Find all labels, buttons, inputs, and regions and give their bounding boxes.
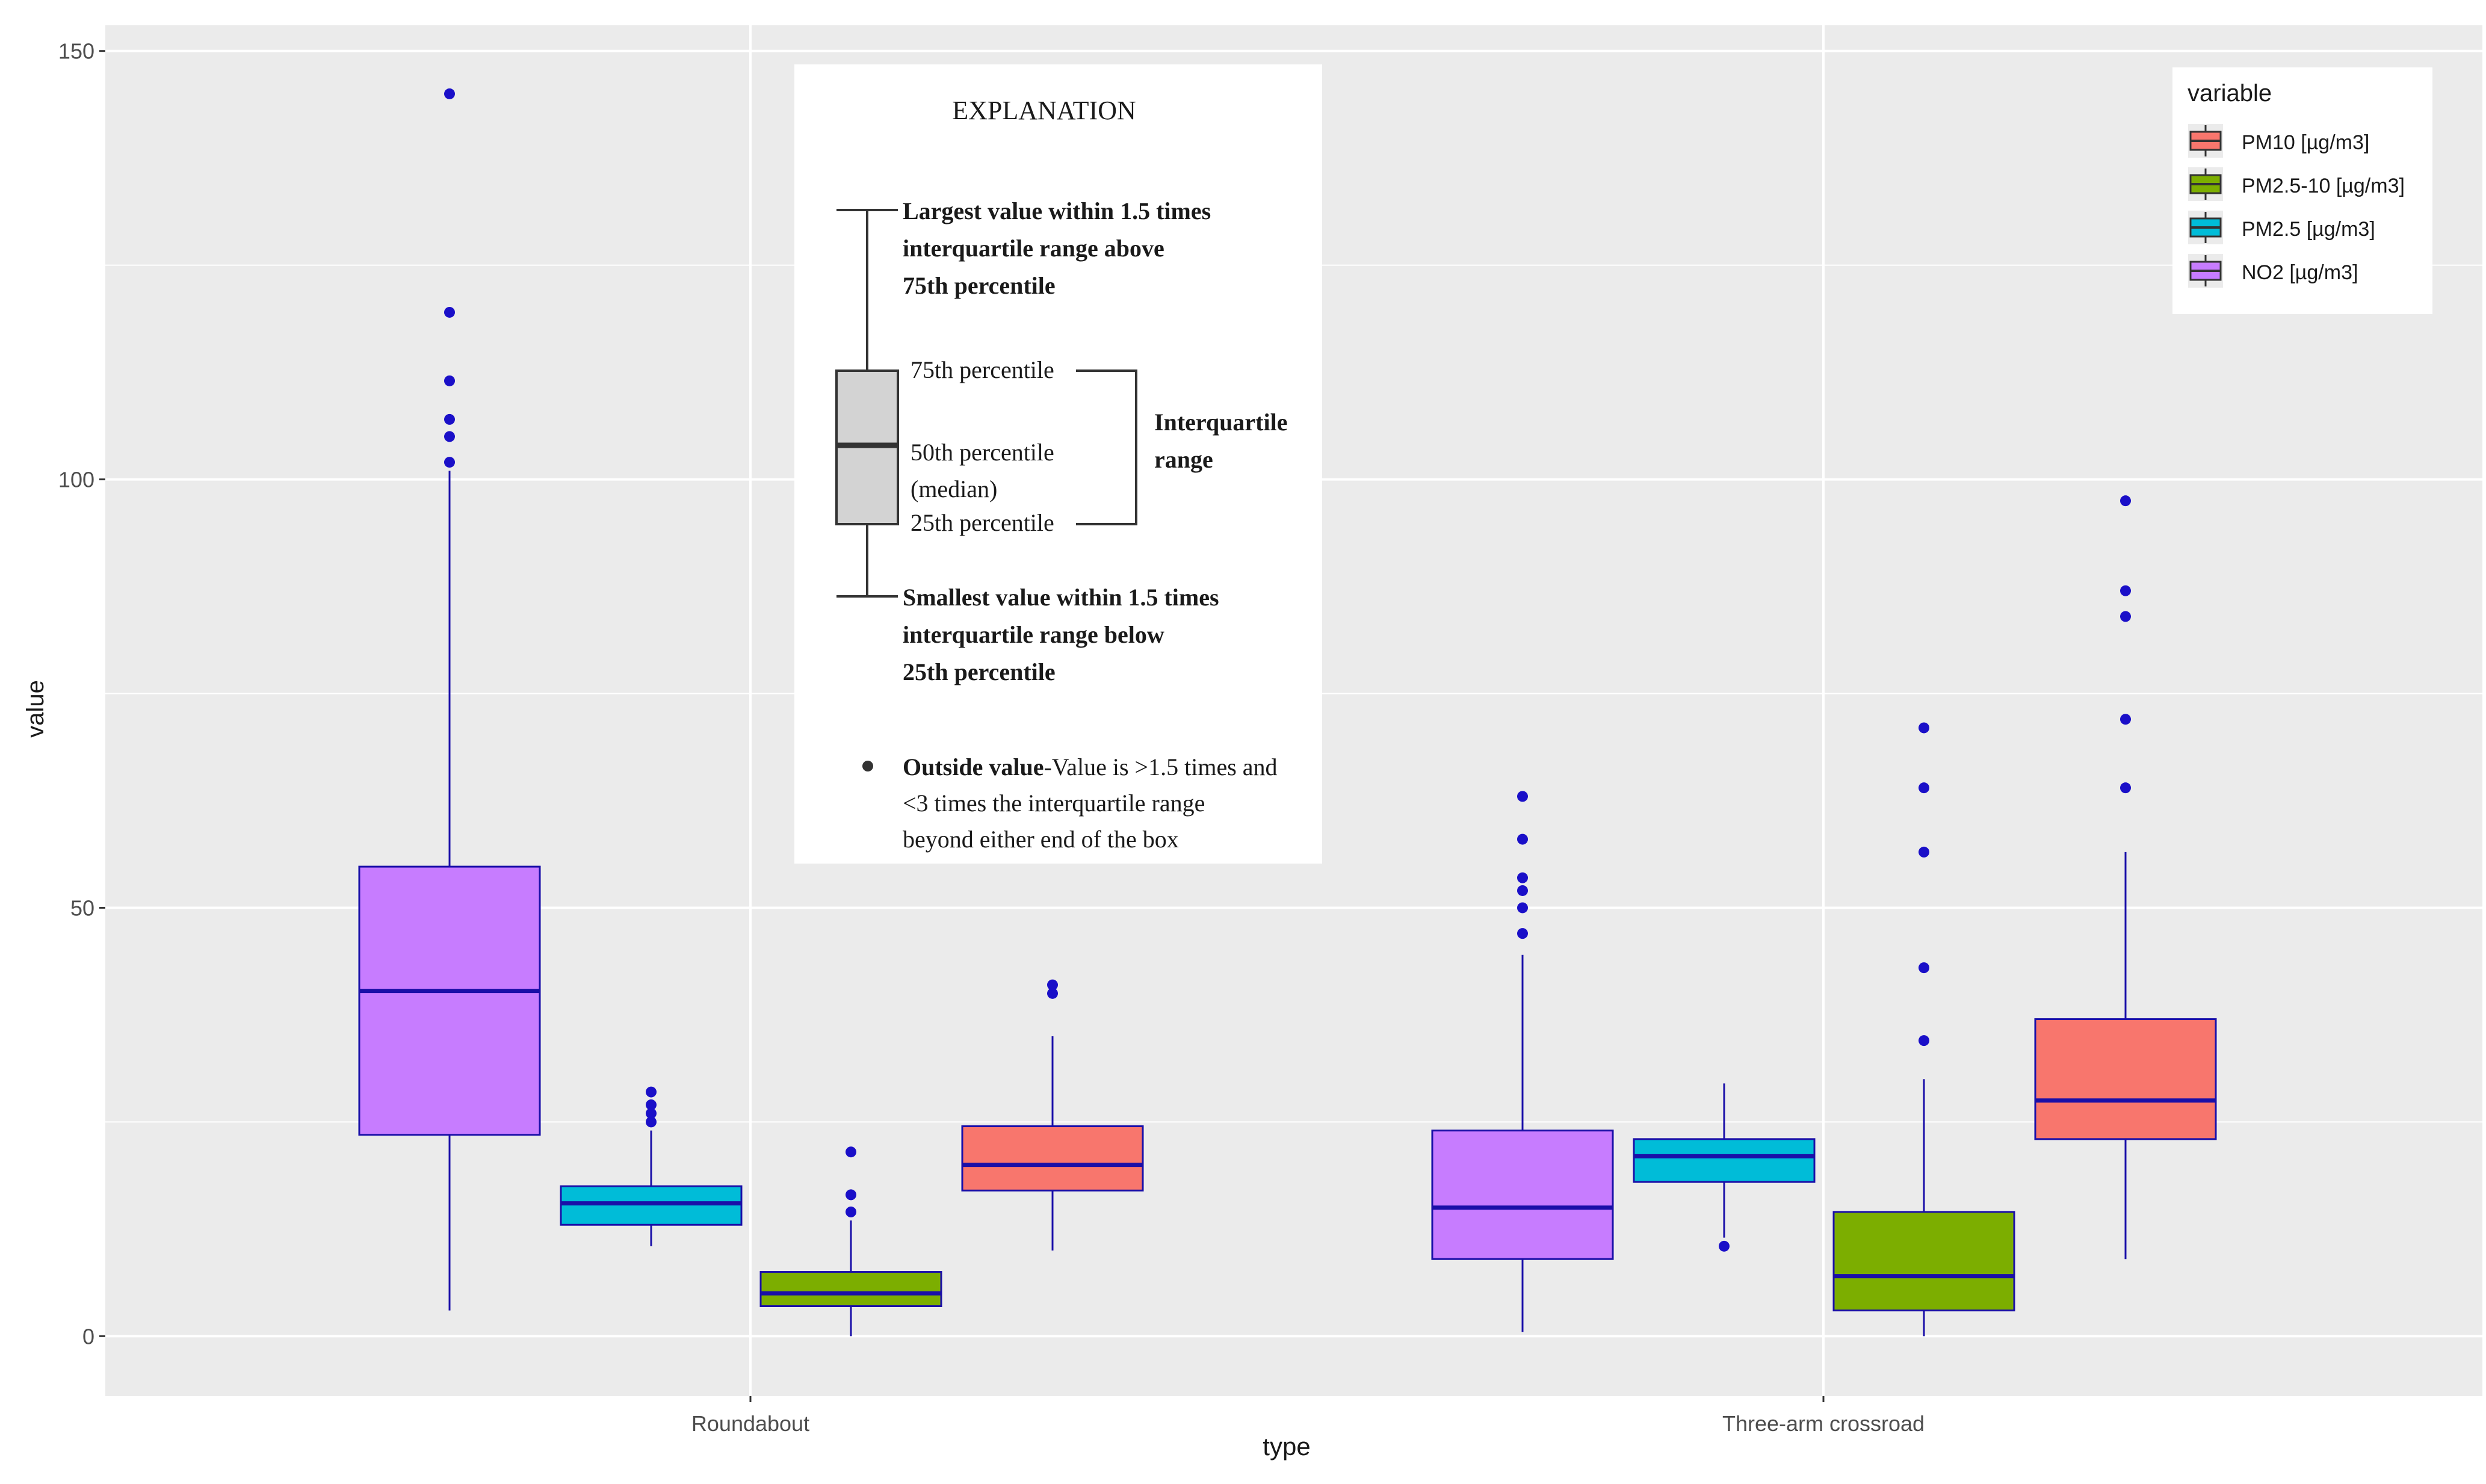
outlier-point <box>1517 872 1528 883</box>
y-axis-title: value <box>22 680 49 738</box>
box-pm10-roundabout <box>961 979 1144 1251</box>
legend-title: variable <box>2188 80 2272 107</box>
box-pm25-three-arm-crossroad <box>1633 1083 1816 1252</box>
outlier-point <box>1919 1035 1929 1047</box>
iqr-line-1: Interquartile <box>1154 409 1287 436</box>
outlier-point <box>1047 979 1058 991</box>
iqr-box <box>560 1185 743 1226</box>
outlier-point <box>2120 611 2131 622</box>
outlier-point <box>1919 722 1929 734</box>
outlier-point <box>646 1108 657 1119</box>
outlier-point <box>1517 791 1528 802</box>
outlier-point <box>2120 495 2131 507</box>
iqr-box <box>961 1125 1144 1192</box>
outlier-point <box>444 431 455 442</box>
sample-outlier-dot <box>862 761 873 771</box>
legend: variable PM10 [µg/m3] PM2.5-10 [µg/m3] PM2… <box>2172 67 2432 314</box>
largest-line-2: interquartile range above <box>903 235 1164 262</box>
explanation-panel: EXPLANATION Largest value within 1.5 tim… <box>794 64 1322 864</box>
label-25th: 25th percentile <box>911 509 1054 536</box>
x-axis: Roundabout Three-arm crossroad <box>691 1396 1925 1436</box>
outlier-point <box>2120 714 2131 725</box>
smallest-line-3: 25th percentile <box>903 658 1056 685</box>
smallest-line-2: interquartile range below <box>903 621 1164 648</box>
outside-line-2: <3 times the interquartile range <box>903 790 1205 817</box>
outlier-point <box>1919 846 1929 858</box>
legend-label: PM2.5 [µg/m3] <box>2242 218 2375 241</box>
outside-line-1: Outside value-Value is >1.5 times and <box>903 753 1278 781</box>
explanation-title: EXPLANATION <box>952 96 1136 125</box>
box-pm2510-roundabout <box>759 1146 942 1337</box>
x-tick-label: Three-arm crossroad <box>1722 1411 1925 1436</box>
outlier-point <box>646 1086 657 1098</box>
outlier-point <box>444 306 455 318</box>
iqr-box <box>2034 1018 2217 1140</box>
outlier-point <box>444 88 455 99</box>
outlier-point <box>444 457 455 468</box>
legend-item: PM2.5 [µg/m3] <box>2188 211 2375 244</box>
box-no2-roundabout <box>358 88 541 1311</box>
outlier-point <box>2120 782 2131 794</box>
outlier-point <box>1517 885 1528 896</box>
smallest-line-1: Smallest value within 1.5 times <box>903 584 1219 611</box>
outlier-point <box>846 1146 856 1158</box>
box-pm2510-three-arm-crossroad <box>1832 722 2015 1337</box>
label-75th: 75th percentile <box>911 356 1054 383</box>
label-median: (median) <box>911 475 997 502</box>
iqr-bracket <box>1076 369 1137 525</box>
outlier-point <box>444 375 455 386</box>
outlier-point <box>1919 782 1929 794</box>
outlier-point <box>1517 902 1528 914</box>
outlier-point <box>444 413 455 425</box>
legend-label: PM2.5-10 [µg/m3] <box>2242 175 2405 197</box>
legend-item: PM10 [µg/m3] <box>2188 124 2369 158</box>
outlier-point <box>846 1206 856 1217</box>
outside-bold-label: Outside value <box>903 753 1044 781</box>
outside-line-3: beyond either end of the box <box>903 826 1179 853</box>
outlier-point <box>1719 1240 1730 1252</box>
boxes-layer <box>358 88 2217 1337</box>
iqr-box <box>1431 1130 1614 1260</box>
outlier-point <box>846 1189 856 1201</box>
iqr-box <box>759 1271 942 1308</box>
outlier-point <box>1517 928 1528 939</box>
largest-line-1: Largest value within 1.5 times <box>903 197 1211 224</box>
outlier-point <box>1919 962 1929 974</box>
outside-line-1-rest: -Value is >1.5 times and <box>1044 753 1277 781</box>
y-tick-label: 0 <box>82 1324 94 1349</box>
legend-item: PM2.5-10 [µg/m3] <box>2188 167 2405 201</box>
y-tick-label: 150 <box>58 39 94 64</box>
box-no2-three-arm-crossroad <box>1431 791 1614 1332</box>
box-pm25-roundabout <box>560 1086 743 1246</box>
iqr-line-2: range <box>1154 446 1213 473</box>
legend-label: PM10 [µg/m3] <box>2242 131 2369 154</box>
label-50th: 50th percentile <box>911 439 1054 466</box>
y-tick-label: 100 <box>58 468 94 492</box>
largest-line-3: 75th percentile <box>903 272 1056 299</box>
y-tick-label: 50 <box>70 895 94 920</box>
iqr-box <box>1832 1211 2015 1312</box>
x-tick-label: Roundabout <box>691 1411 809 1436</box>
y-axis: 0 50 100 150 <box>58 39 105 1349</box>
iqr-box <box>358 865 541 1136</box>
box-pm10-three-arm-crossroad <box>2034 495 2217 1260</box>
legend-item: NO2 [µg/m3] <box>2188 254 2358 288</box>
outlier-point <box>2120 585 2131 596</box>
legend-label: NO2 [µg/m3] <box>2242 261 2358 284</box>
x-axis-title: type <box>1263 1432 1310 1461</box>
outlier-point <box>1047 988 1058 999</box>
outlier-point <box>646 1116 657 1128</box>
outlier-point <box>646 1099 657 1110</box>
outlier-point <box>1517 833 1528 845</box>
iqr-box <box>1633 1138 1816 1183</box>
